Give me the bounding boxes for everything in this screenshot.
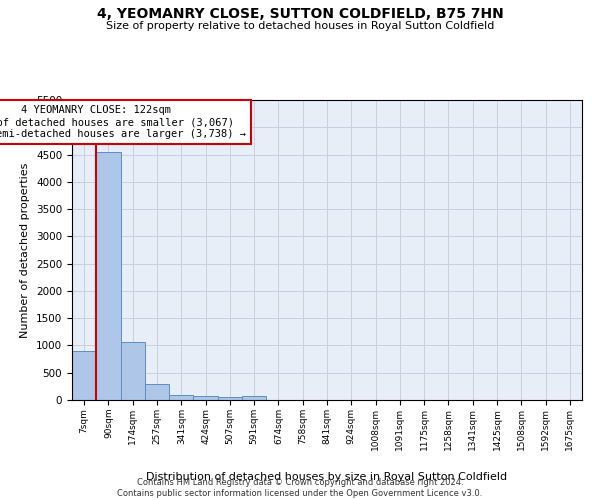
Text: 4 YEOMANRY CLOSE: 122sqm
← 45% of detached houses are smaller (3,067)
54% of sem: 4 YEOMANRY CLOSE: 122sqm ← 45% of detach…: [0, 106, 246, 138]
Bar: [218, 397, 242, 400]
Y-axis label: Number of detached properties: Number of detached properties: [20, 162, 31, 338]
Text: 4, YEOMANRY CLOSE, SUTTON COLDFIELD, B75 7HN: 4, YEOMANRY CLOSE, SUTTON COLDFIELD, B75…: [97, 8, 503, 22]
Bar: [72, 351, 96, 400]
Text: Distribution of detached houses by size in Royal Sutton Coldfield: Distribution of detached houses by size …: [146, 472, 508, 482]
Bar: [145, 384, 169, 400]
Text: Contains HM Land Registry data © Crown copyright and database right 2024.
Contai: Contains HM Land Registry data © Crown c…: [118, 478, 482, 498]
Bar: [121, 342, 145, 400]
Text: Size of property relative to detached houses in Royal Sutton Coldfield: Size of property relative to detached ho…: [106, 21, 494, 31]
Bar: [193, 396, 218, 400]
Bar: [96, 152, 121, 400]
Bar: [169, 396, 193, 400]
Bar: [242, 396, 266, 400]
